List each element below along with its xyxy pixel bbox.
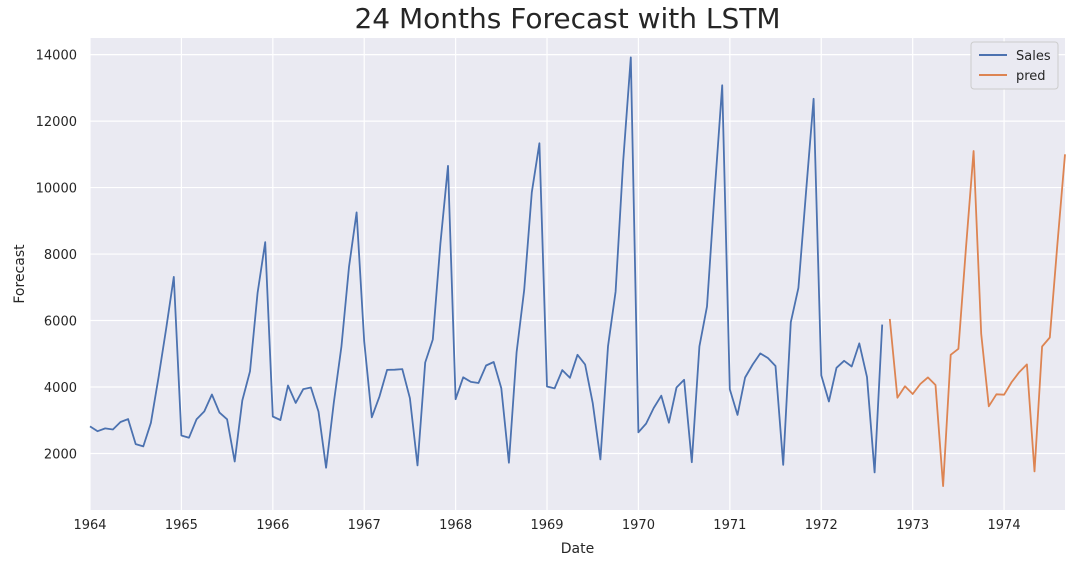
y-tick-label: 2000 <box>44 447 77 462</box>
x-tick-label: 1967 <box>348 518 381 533</box>
series-line-sales <box>89 56 884 474</box>
series-lines <box>89 56 1066 488</box>
y-tick-label: 14000 <box>36 49 77 64</box>
y-tick-label: 8000 <box>44 248 77 263</box>
x-axis-label: Date <box>561 541 594 557</box>
y-tick-label: 12000 <box>36 115 77 130</box>
y-axis-label: Forecast <box>12 244 28 304</box>
y-tick-label: 6000 <box>44 315 77 330</box>
y-axis-ticks: 2000 4000 6000 8000 10000 12000 14000 <box>36 49 77 463</box>
series-line-pred <box>888 150 1066 488</box>
x-tick-label: 1970 <box>622 518 655 533</box>
plot-area <box>90 38 1065 510</box>
x-tick-label: 1972 <box>805 518 838 533</box>
y-tick-label: 4000 <box>44 381 77 396</box>
legend-label-pred: pred <box>1016 69 1046 84</box>
x-tick-label: 1969 <box>530 518 563 533</box>
legend: Sales pred <box>970 41 1059 90</box>
x-tick-label: 1974 <box>988 518 1021 533</box>
y-tick-label: 10000 <box>36 182 77 197</box>
x-tick-label: 1971 <box>713 518 746 533</box>
chart-title: 24 Months Forecast with LSTM <box>354 2 780 35</box>
grid <box>89 38 1065 510</box>
x-tick-label: 1968 <box>439 518 472 533</box>
x-tick-label: 1973 <box>896 518 929 533</box>
x-tick-label: 1965 <box>165 518 198 533</box>
legend-box <box>970 41 1059 90</box>
x-tick-label: 1964 <box>73 518 106 533</box>
legend-label-sales: Sales <box>1016 49 1051 64</box>
x-tick-label: 1966 <box>256 518 289 533</box>
x-axis-ticks: 1964 1965 1966 1967 1968 1969 1970 1971 1972 1973… <box>73 518 1020 533</box>
